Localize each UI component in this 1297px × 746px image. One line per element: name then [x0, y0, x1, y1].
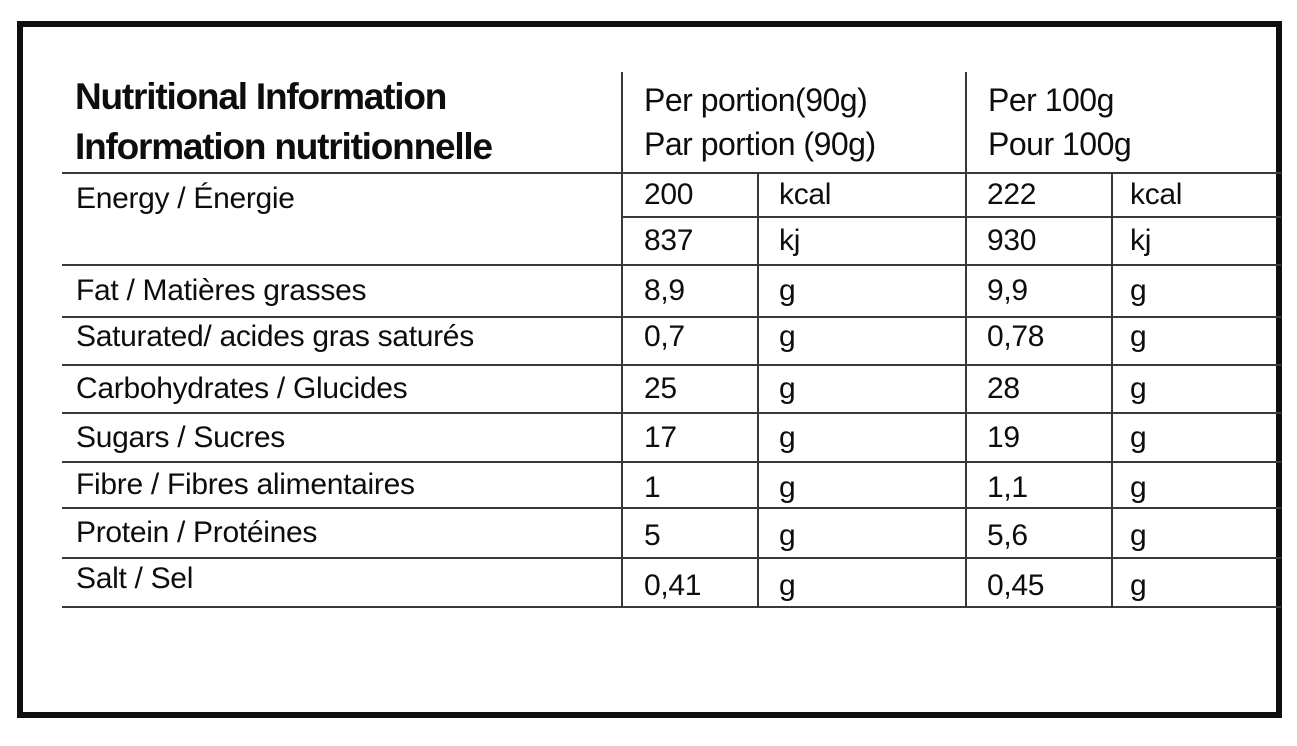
energy-100g-value-kcal: 222 — [965, 173, 1112, 218]
saturated-100g-value: 0,78 — [965, 317, 1112, 366]
row-label-carbohydrates: Carbohydrates / Glucides — [62, 365, 622, 414]
fibre-portion-value: 1 — [621, 462, 758, 509]
table-title: Nutritional Information Information nutr… — [62, 72, 622, 174]
column-header-per-portion: Per portion(90g) Par portion (90g) — [621, 72, 966, 174]
protein-100g-value: 5,6 — [965, 508, 1112, 559]
saturated-100g-unit: g — [1110, 317, 1282, 366]
carbohydrates-100g-value: 28 — [965, 365, 1112, 414]
nutrition-table: Nutritional Information Information nutr… — [62, 72, 1282, 608]
column-header-per-100g: Per 100g Pour 100g — [964, 72, 1282, 174]
row-label-salt: Salt / Sel — [62, 558, 622, 608]
per-portion-header-en: Per portion(90g) — [644, 82, 868, 118]
table-title-line2: Information nutritionnelle — [75, 126, 493, 167]
fat-portion-value: 8,9 — [621, 265, 758, 318]
saturated-portion-unit: g — [757, 317, 966, 366]
energy-100g-unit-kj: kj — [1110, 217, 1282, 266]
sugars-100g-value: 19 — [965, 413, 1112, 463]
carbohydrates-portion-value: 25 — [621, 365, 758, 414]
salt-100g-unit: g — [1110, 558, 1282, 608]
carbohydrates-100g-unit: g — [1110, 365, 1282, 414]
row-label-fat: Fat / Matières grasses — [62, 265, 622, 318]
fibre-100g-unit: g — [1110, 462, 1282, 509]
fibre-100g-value: 1,1 — [965, 462, 1112, 509]
row-label-energy: Energy / Énergie — [62, 173, 622, 266]
salt-100g-value: 0,45 — [965, 558, 1112, 608]
energy-portion-value-kj: 837 — [621, 217, 758, 266]
fat-100g-unit: g — [1110, 265, 1282, 318]
per-100g-header-fr: Pour 100g — [988, 126, 1132, 162]
protein-100g-unit: g — [1110, 508, 1282, 559]
sugars-portion-unit: g — [757, 413, 966, 463]
energy-100g-unit-kcal: kcal — [1110, 173, 1282, 218]
row-label-sugars: Sugars / Sucres — [62, 413, 622, 463]
nutrition-label-border: Nutritional Information Information nutr… — [17, 21, 1282, 718]
sugars-100g-unit: g — [1110, 413, 1282, 463]
fat-100g-value: 9,9 — [965, 265, 1112, 318]
carbohydrates-portion-unit: g — [757, 365, 966, 414]
table-row-fibre: Fibre / Fibres alimentaires 1 g 1,1 g — [62, 462, 1282, 509]
energy-portion-value-kcal: 200 — [621, 173, 758, 218]
protein-portion-unit: g — [757, 508, 966, 559]
per-portion-header-fr: Par portion (90g) — [644, 126, 876, 162]
fat-portion-unit: g — [757, 265, 966, 318]
row-label-protein: Protein / Protéines — [62, 508, 622, 559]
per-100g-header-en: Per 100g — [988, 82, 1114, 118]
protein-portion-value: 5 — [621, 508, 758, 559]
row-label-saturated: Saturated/ acides gras saturés — [62, 317, 622, 366]
table-row-energy-kcal: Energy / Énergie 200 kcal 222 kcal — [62, 173, 1282, 266]
table-row-protein: Protein / Protéines 5 g 5,6 g — [62, 508, 1282, 559]
table-row-energy-kj: 837 kj 930 kj — [62, 217, 1282, 266]
table-row-carbohydrates: Carbohydrates / Glucides 25 g 28 g — [62, 365, 1282, 414]
row-label-fibre: Fibre / Fibres alimentaires — [62, 462, 622, 509]
energy-100g-value-kj: 930 — [965, 217, 1112, 266]
fibre-portion-unit: g — [757, 462, 966, 509]
table-row-sugars: Sugars / Sucres 17 g 19 g — [62, 413, 1282, 463]
table-row-saturated: Saturated/ acides gras saturés 0,7 g 0,7… — [62, 317, 1282, 366]
table-row-salt: Salt / Sel 0,41 g 0,45 g — [62, 558, 1282, 608]
salt-portion-unit: g — [757, 558, 966, 608]
saturated-portion-value: 0,7 — [621, 317, 758, 366]
salt-portion-value: 0,41 — [621, 558, 758, 608]
energy-portion-unit-kj: kj — [757, 217, 966, 266]
energy-portion-unit-kcal: kcal — [757, 173, 966, 218]
table-row-fat: Fat / Matières grasses 8,9 g 9,9 g — [62, 265, 1282, 318]
header-row: Nutritional Information Information nutr… — [62, 72, 1282, 174]
table-title-line1: Nutritional Information — [75, 76, 447, 117]
sugars-portion-value: 17 — [621, 413, 758, 463]
